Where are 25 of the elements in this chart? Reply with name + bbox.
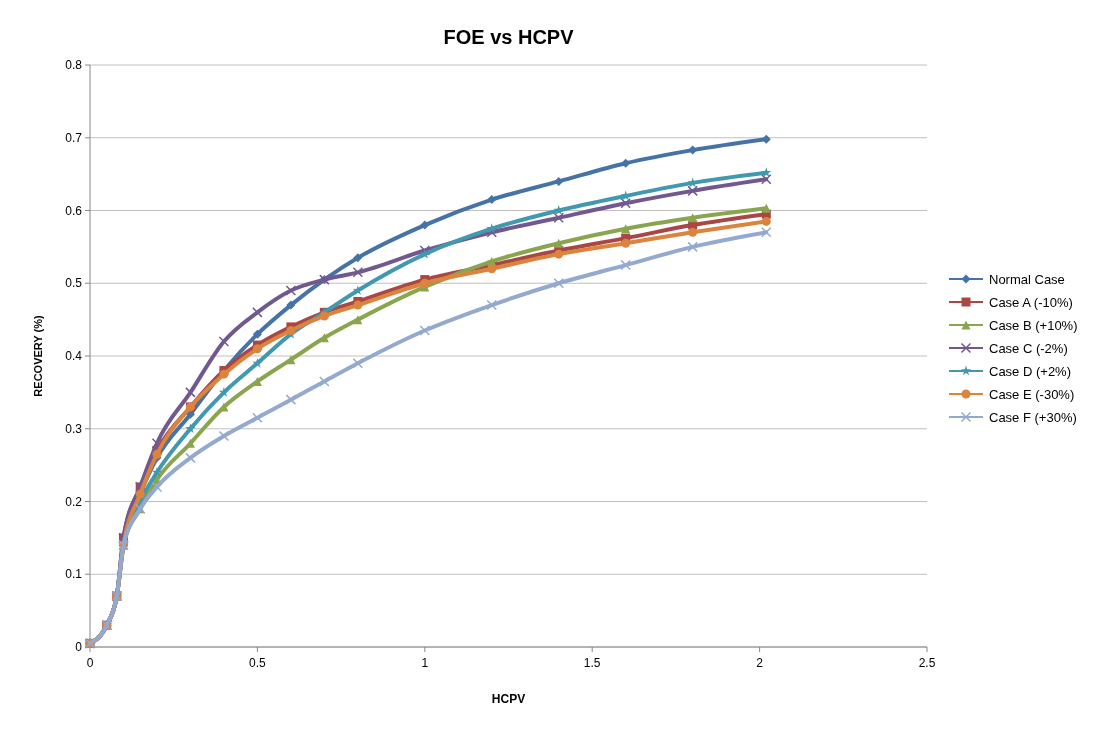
x-tick-label: 0: [86, 656, 94, 670]
x-tick-label: 2.5: [918, 656, 936, 670]
x-tick-label: 0.5: [249, 656, 267, 670]
y-tick-label: 0.8: [65, 58, 83, 73]
chart-title: FOE vs HCPV: [443, 26, 575, 48]
y-tick-label: 0: [75, 640, 83, 655]
legend-label: Case D (+2%): [989, 363, 1071, 379]
y-tick-label: 0.3: [65, 421, 83, 436]
x-tick-label: 1: [421, 656, 429, 670]
y-tick-label: 0.6: [65, 203, 83, 218]
legend-label: Case B (+10%): [989, 317, 1078, 333]
y-tick-label: 0.5: [65, 276, 83, 291]
y-axis-title: RECOVERY (%): [32, 315, 44, 397]
y-tick-label: 0.7: [65, 130, 83, 145]
legend-label: Case A (-10%): [989, 294, 1073, 310]
legend-label: Case F (+30%): [989, 409, 1077, 425]
y-tick-label: 0.2: [65, 494, 83, 509]
legend-label: Case E (-30%): [989, 386, 1075, 402]
y-tick-label: 0.4: [65, 349, 83, 364]
x-tick-label: 1.5: [583, 656, 601, 670]
y-tick-label: 0.1: [65, 567, 83, 582]
x-axis-title: HCPV: [491, 692, 526, 706]
legend-label: Case C (-2%): [989, 340, 1068, 356]
x-tick-label: 2: [756, 656, 764, 670]
legend-label: Normal Case: [989, 271, 1065, 287]
